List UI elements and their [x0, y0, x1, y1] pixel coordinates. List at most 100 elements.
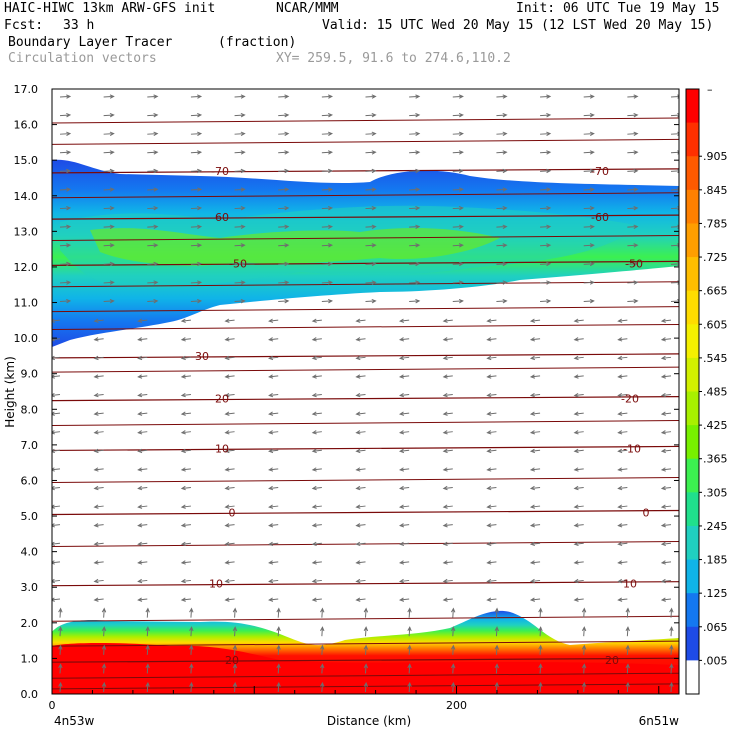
vector-arrow — [268, 523, 279, 528]
vector-arrow — [224, 411, 235, 416]
vector-arrow — [180, 337, 191, 342]
vector-arrow — [573, 485, 584, 491]
vector-arrow — [93, 448, 104, 454]
vector-arrow — [180, 430, 191, 435]
vector-arrow — [355, 355, 366, 361]
colorbar-segment — [686, 324, 699, 359]
vector-arrow — [363, 663, 369, 674]
vector-arrow — [224, 578, 235, 584]
vector-arrow — [190, 113, 203, 118]
y-tick-label: 11.0 — [14, 297, 39, 310]
vector-arrow — [234, 280, 246, 285]
y-tick-label: 15.0 — [14, 154, 39, 167]
vector-arrow — [660, 448, 672, 454]
vector-arrow — [486, 392, 497, 398]
contour-label: -10 — [623, 442, 641, 455]
vector-arrow — [311, 355, 322, 361]
vector-arrow — [442, 560, 453, 565]
vector-arrow — [147, 150, 159, 155]
vector-arrow — [529, 523, 541, 528]
vector-arrow — [494, 607, 499, 618]
vector-arrow — [278, 94, 290, 99]
field-units: (fraction) — [218, 35, 297, 50]
vector-arrow — [180, 541, 191, 547]
vector-arrow — [486, 318, 497, 323]
vector-arrow — [234, 224, 246, 229]
vector-arrow — [103, 150, 115, 155]
vector-arrow — [496, 187, 508, 192]
vector-arrow — [540, 131, 552, 136]
y-tick-label: 9.0 — [21, 368, 39, 381]
vector-arrow — [540, 243, 552, 248]
vector-arrow — [180, 448, 191, 454]
vector-arrow — [627, 131, 639, 136]
vector-arrow — [234, 131, 246, 136]
vector-arrow — [486, 411, 497, 416]
vector-arrow — [180, 392, 191, 398]
vector-arrow — [311, 523, 322, 528]
vector-arrow — [355, 467, 366, 472]
y-tick-label: 0.0 — [21, 688, 39, 701]
vector-arrow — [232, 681, 238, 693]
vector-arrow — [529, 541, 541, 547]
vector-arrow — [442, 337, 453, 342]
vector-arrow — [486, 541, 497, 547]
vector-arrow — [93, 318, 104, 323]
vector-arrow — [224, 430, 235, 435]
vector-arrow — [321, 261, 334, 267]
colorbar-label: .545 — [703, 352, 728, 365]
vector-arrow — [581, 663, 587, 674]
vector-arrow — [486, 337, 497, 342]
vector-arrow — [276, 644, 281, 655]
colorbar-segment — [686, 357, 699, 392]
contour-label: -50 — [229, 257, 247, 270]
vector-arrow — [399, 560, 410, 565]
vector-arrow — [268, 448, 279, 454]
vector-arrow — [320, 644, 325, 655]
colorbar: – .905 .845 .785 .725 .665 .605 .545 .485 .425 .36… — [685, 83, 728, 695]
contour-label: 20 — [225, 654, 239, 667]
contour-label: -50 — [625, 257, 643, 270]
vector-arrow — [93, 523, 104, 528]
vector-arrow — [224, 467, 235, 472]
vector-arrow — [399, 411, 410, 416]
vector-arrow — [224, 560, 235, 565]
vector-arrow — [573, 467, 584, 472]
vector-arrow — [452, 187, 464, 192]
colorbar-segment — [686, 626, 699, 661]
vector-arrow — [660, 485, 672, 491]
vector-arrow — [529, 318, 541, 323]
vector-arrow — [627, 280, 639, 285]
vector-arrow — [399, 541, 410, 547]
y-axis: 0.0 1.0 2.0 3.0 4.0 5.0 6.0 7.0 8.0 9.0 10.0 11.0 12… — [14, 83, 679, 701]
vector-arrow — [58, 626, 63, 637]
vector-arrow — [58, 644, 63, 655]
vector-arrow — [669, 663, 674, 674]
vector-arrow — [137, 337, 148, 342]
vector-arrow — [180, 355, 191, 361]
vector-arrow — [540, 113, 552, 118]
vector-arrow — [486, 560, 497, 565]
y-tick-label: 17.0 — [14, 83, 39, 96]
colorbar-segment — [686, 391, 699, 426]
vector-arrow — [180, 597, 191, 602]
vector-arrow — [268, 578, 279, 584]
vector-arrow — [407, 626, 412, 637]
vector-arrow — [180, 318, 191, 323]
vector-arrow — [276, 607, 281, 618]
y-tick-label: 12.0 — [14, 261, 39, 274]
vector-arrow — [147, 168, 159, 174]
vector-arrow — [59, 113, 72, 118]
vector-arrow — [529, 597, 541, 602]
vector-arrow — [399, 337, 410, 342]
vector-arrow — [311, 392, 322, 398]
vector-arrow — [180, 467, 191, 472]
contour-label: 20 — [605, 654, 619, 667]
vector-arrow — [399, 355, 410, 361]
x-end-label-left: 4n53w — [54, 714, 95, 728]
vector-arrow — [224, 504, 235, 509]
vector-arrow — [311, 411, 322, 416]
contour-label: 10 — [209, 578, 223, 591]
vector-arrow — [278, 280, 290, 285]
vector-arrow — [268, 355, 279, 361]
